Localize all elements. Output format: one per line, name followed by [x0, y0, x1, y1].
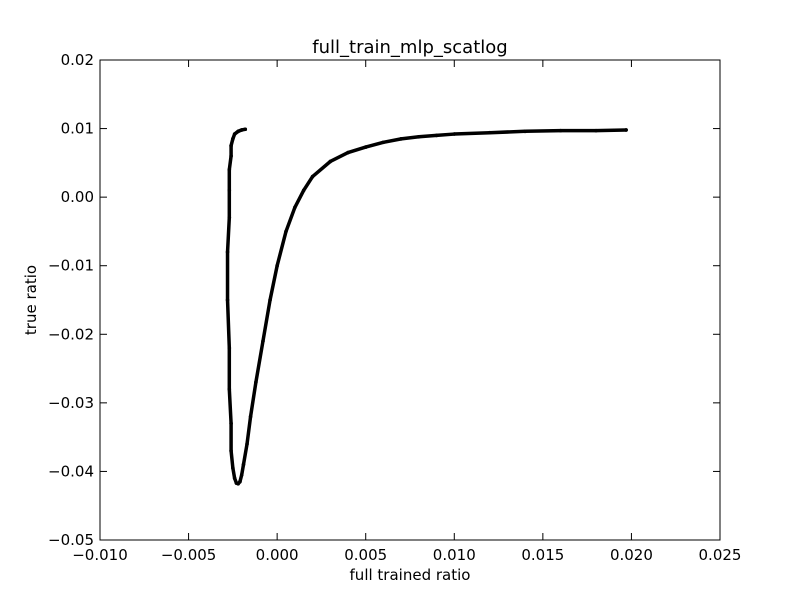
axis-ticks: −0.010 −0.005 0.000 0.005 0.010 0.015 0.020 0.0…: [48, 51, 741, 564]
chart-title: full_train_mlp_scatlog: [312, 37, 507, 58]
data-point: [241, 462, 246, 467]
data-point: [236, 129, 240, 134]
data-point: [434, 133, 439, 138]
data-point: [268, 298, 272, 302]
data-point: [293, 205, 297, 210]
data-point: [254, 380, 258, 385]
x-tick-label: 0.005: [344, 546, 387, 564]
data-point: [229, 421, 233, 426]
data-point: [227, 188, 232, 193]
data-point: [328, 159, 333, 164]
y-tick-label: 0.01: [61, 120, 94, 138]
series-line: [225, 127, 628, 486]
data-point: [229, 154, 233, 158]
data-point: [227, 215, 232, 220]
series-points: [225, 127, 628, 486]
data-point: [261, 339, 265, 343]
data-point: [239, 128, 244, 132]
data-point: [243, 127, 248, 132]
y-tick-label: 0.00: [61, 188, 94, 206]
y-axis-label: true ratio: [22, 265, 40, 335]
data-point: [232, 476, 237, 481]
x-tick-label: −0.010: [72, 546, 128, 564]
data-point: [624, 128, 628, 132]
data-point: [363, 145, 368, 149]
y-tick-label: −0.02: [48, 325, 94, 343]
data-point: [452, 132, 457, 136]
data-point: [231, 137, 235, 141]
data-point: [346, 150, 350, 155]
data-point: [558, 128, 563, 133]
y-tick-label: −0.03: [48, 394, 94, 412]
data-point: [232, 132, 237, 136]
data-point: [417, 135, 421, 139]
data-point: [229, 449, 233, 453]
y-tick-label: 0.02: [61, 51, 94, 69]
x-tick-label: 0.015: [521, 546, 564, 564]
y-tick-label: −0.05: [48, 531, 94, 549]
data-point: [523, 129, 527, 134]
x-tick-label: −0.005: [161, 546, 217, 564]
y-tick-label: −0.01: [48, 257, 94, 275]
data-point: [227, 387, 232, 391]
y-tick-label: −0.04: [48, 462, 94, 480]
data-point: [310, 174, 315, 179]
data-point: [229, 143, 233, 148]
data-point: [487, 130, 492, 135]
plot-frame: [99, 59, 721, 541]
data-point: [284, 229, 288, 234]
data-point: [399, 137, 403, 141]
data-point: [238, 479, 242, 484]
x-tick-label: 0.010: [433, 546, 476, 564]
data-point: [381, 140, 386, 145]
x-axis-label: full trained ratio: [350, 566, 471, 584]
data-point: [231, 466, 235, 470]
data-point: [248, 414, 253, 419]
data-point: [594, 128, 598, 133]
data-point: [227, 346, 232, 350]
x-tick-label: 0.000: [256, 546, 299, 564]
data-point: [227, 167, 232, 172]
data-point: [245, 442, 249, 446]
data-point: [275, 263, 279, 268]
data-point: [239, 473, 244, 477]
x-tick-label: 0.020: [610, 546, 653, 564]
data-point: [301, 188, 306, 193]
data-point: [225, 250, 230, 254]
x-tick-label: 0.025: [699, 546, 742, 564]
data-point: [225, 298, 230, 302]
